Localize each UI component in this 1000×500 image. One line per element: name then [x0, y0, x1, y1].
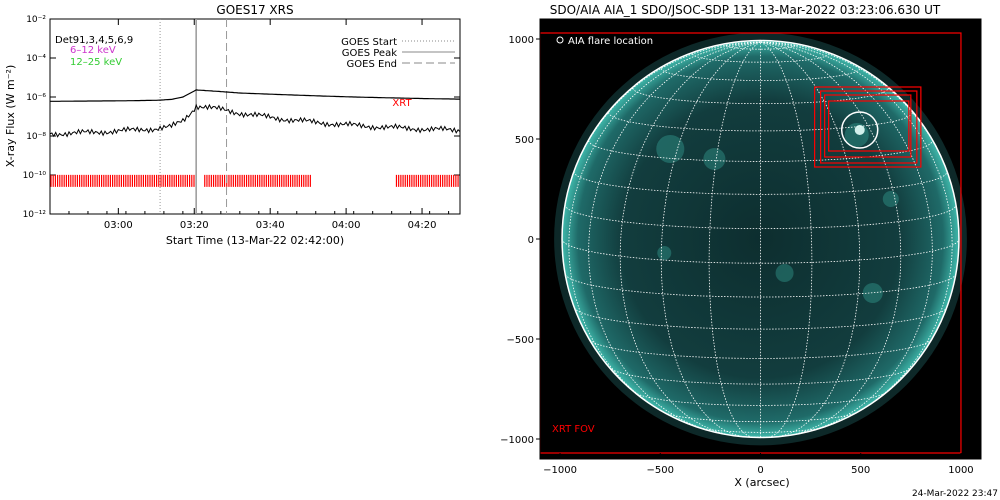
aia-latitude-line	[609, 367, 912, 385]
aia-bright-region	[862, 282, 883, 304]
aia-y-tick-label: 500	[515, 135, 534, 146]
goes-legend-peak: GOES Peak	[342, 48, 397, 59]
goes-y-tick-label: 10⁻²	[26, 15, 46, 25]
aia-bright-region	[882, 190, 899, 208]
goes-x-tick-label: 03:40	[256, 220, 285, 231]
aia-latitude-line	[561, 238, 960, 264]
aia-active-regions	[656, 122, 899, 304]
aia-longitude-line	[760, 41, 953, 418]
goes-legend-start: GOES Start	[341, 37, 397, 48]
goes-plot-frame	[49, 18, 461, 215]
aia-latitude-line	[660, 68, 861, 81]
footer-timestamp: 24-Mar-2022 23:47	[912, 489, 998, 499]
aia-x-tick-label: 500	[851, 465, 870, 476]
aia-longitude-line	[660, 41, 761, 438]
aia-y-tick-label: 0	[528, 235, 534, 246]
goes-x-tick-label: 04:20	[408, 220, 437, 231]
goes-y-axis-label: X-ray Flux (W m⁻²)	[4, 65, 17, 167]
aia-y-tick-label: −1000	[500, 435, 534, 446]
aia-legend-marker-icon	[556, 36, 564, 44]
goes-xrt-label: XRT	[392, 98, 412, 109]
aia-longitude-line	[568, 41, 761, 418]
aia-latitude-line	[589, 339, 932, 359]
goes-legend-high-energy: 12–25 keV	[70, 57, 122, 68]
aia-longitude-line	[760, 41, 933, 433]
aia-y-tick-label: 1000	[509, 35, 534, 46]
aia-xrt-pointing-box	[814, 86, 922, 168]
aia-image-panel: SDO/AIA AIA_1 SDO/JSOC-SDP 131 13-Mar-20…	[500, 3, 982, 489]
goes-legend-detectors: Det91,3,4,5,6,9	[55, 35, 133, 46]
aia-x-tick-label: −500	[647, 465, 674, 476]
aia-latitude-line	[564, 274, 957, 298]
aia-bright-region	[703, 147, 726, 171]
aia-limb-circle	[561, 39, 960, 439]
goes-x-tick-label: 03:00	[104, 220, 133, 231]
aia-longitude-line	[588, 41, 761, 433]
aia-title: SDO/AIA AIA_1 SDO/JSOC-SDP 131 13-Mar-20…	[550, 3, 941, 17]
aia-bright-region	[656, 134, 685, 164]
aia-flare-kernel	[854, 125, 865, 135]
aia-longitude-line	[708, 41, 761, 438]
aia-x-axis-label: X (arcsec)	[734, 476, 789, 489]
aia-legend-label: AIA flare location	[568, 36, 653, 47]
goes-series-line	[50, 89, 460, 102]
aia-xrt-fov-label: XRT FOV	[552, 424, 595, 435]
goes-xrt-interval	[204, 174, 311, 187]
aia-x-tick-label: −1000	[543, 465, 577, 476]
goes-xrs-chart: GOES17 XRS 03:00 03:20 03:40 04:00 04:20 10⁻¹…	[4, 3, 461, 247]
aia-longitude-line	[760, 41, 813, 438]
goes-series-group	[49, 89, 461, 138]
aia-xrt-fov-boxes	[540, 32, 962, 454]
aia-flare-location-marker	[840, 111, 879, 149]
aia-xrt-full-fov	[540, 32, 962, 454]
aia-xrt-pointing-box	[824, 94, 912, 158]
aia-x-tick-label: 0	[757, 465, 763, 476]
aia-latitude-line	[634, 391, 887, 406]
aia-y-tick-label: −500	[507, 335, 534, 346]
goes-y-tick-label: 10⁻⁶	[26, 93, 46, 103]
aia-axes: −1000 −500 0 500 1000 1000 500 0 −500 −1000	[500, 35, 974, 476]
goes-y-tick-label: 10⁻⁴	[26, 54, 46, 64]
goes-x-axis-label: Start Time (13-Mar-22 02:42:00)	[166, 234, 344, 247]
goes-title: GOES17 XRS	[216, 3, 293, 17]
goes-xrt-interval	[395, 174, 459, 187]
goes-y-tick-label: 10⁻¹⁰	[23, 171, 47, 181]
goes-legend-end: GOES End	[347, 59, 397, 70]
goes-legend-low-energy: 6–12 keV	[70, 45, 116, 56]
goes-y-tick-label: 10⁻¹²	[23, 210, 47, 220]
goes-x-tick-label: 03:20	[180, 220, 209, 231]
aia-longitude-line	[760, 41, 861, 438]
aia-xrt-pointing-box	[820, 90, 918, 164]
aia-x-tick-label: 1000	[948, 465, 973, 476]
goes-event-lines	[159, 19, 228, 214]
aia-bright-region	[657, 245, 672, 261]
aia-latitude-line	[696, 426, 825, 433]
goes-series-line	[49, 103, 461, 138]
goes-x-tick-label: 04:00	[332, 220, 361, 231]
goes-xrt-interval	[50, 174, 195, 187]
aia-xrt-pointing-box	[828, 100, 910, 152]
goes-ticks: 03:00 03:20 03:40 04:00 04:20 10⁻¹² 10⁻¹⁰ 10⁻⁸ 1…	[23, 15, 460, 231]
goes-xrt-coverage	[50, 174, 459, 187]
aia-bright-region	[775, 263, 794, 283]
goes-y-tick-label: 10⁻⁸	[26, 132, 46, 142]
